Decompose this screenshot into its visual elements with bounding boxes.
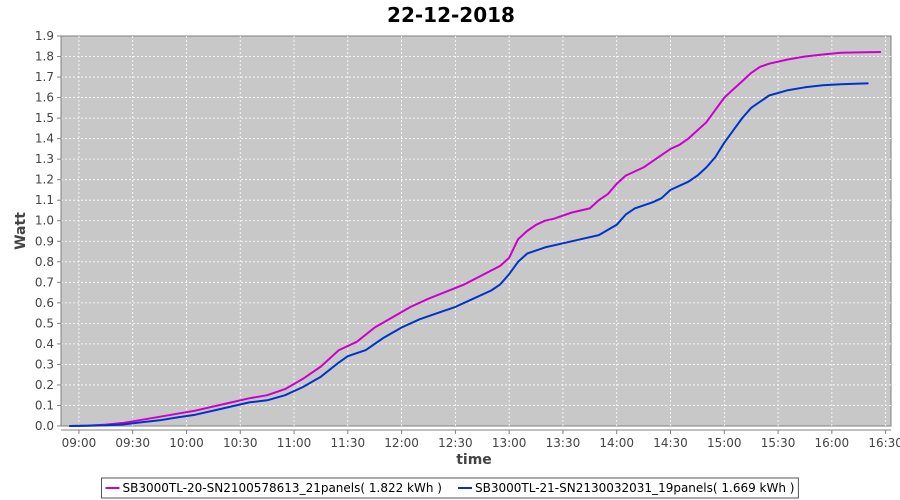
y-tick-label: 1.0	[35, 214, 54, 228]
x-tick-label: 11:30	[331, 436, 366, 450]
x-tick-label: 09:30	[115, 436, 150, 450]
y-tick-label: 0.9	[35, 234, 54, 248]
x-tick-label: 12:00	[384, 436, 419, 450]
chart-title: 22-12-2018	[387, 3, 515, 27]
y-tick-label: 1.3	[35, 152, 54, 166]
y-tick-label: 0.8	[35, 255, 54, 269]
y-tick-label: 0.0	[35, 419, 54, 433]
x-tick-label: 15:00	[707, 436, 742, 450]
y-tick-label: 0.7	[35, 275, 54, 289]
y-tick-label: 1.5	[35, 111, 54, 125]
y-tick-label: 0.1	[35, 398, 54, 412]
legend-item-2: SB3000TL-21-SN2130032031_19panels( 1.669…	[458, 481, 794, 495]
x-tick-label: 10:00	[169, 436, 204, 450]
y-tick-label: 0.3	[35, 357, 54, 371]
legend-box	[101, 477, 799, 499]
x-tick-label: 13:00	[492, 436, 527, 450]
x-tick-label: 15:30	[761, 436, 796, 450]
y-tick-label: 1.9	[35, 29, 54, 43]
x-tick-label: 13:30	[546, 436, 581, 450]
y-tick-label: 0.4	[35, 337, 54, 351]
legend-label: SB3000TL-21-SN2130032031_19panels( 1.669…	[475, 481, 794, 495]
y-tick-label: 1.6	[35, 91, 54, 105]
x-tick-label: 10:30	[223, 436, 258, 450]
plot-area	[60, 35, 892, 427]
y-axis: 0.0 0.1 0.2 0.3 0.4 0.5 0.6 0.7 0.8 0.9 1.0 1.1 1.2 1…	[35, 29, 62, 433]
y-tick-label: 1.8	[35, 50, 54, 64]
series-line-2	[69, 82, 869, 427]
legend-item-1: SB3000TL-20-SN2100578613_21panels( 1.822…	[105, 481, 442, 495]
y-tick-label: 0.2	[35, 378, 54, 392]
y-tick-label: 0.6	[35, 296, 54, 310]
y-axis-label: Watt	[13, 212, 29, 250]
x-tick-label: 14:00	[599, 436, 634, 450]
y-tick-label: 1.1	[35, 193, 54, 207]
y-tick-label: 1.7	[35, 70, 54, 84]
plot-background	[60, 35, 892, 427]
x-tick-label: 16:00	[815, 436, 850, 450]
x-tick-label: 12:30	[438, 436, 473, 450]
y-tick-label: 1.2	[35, 173, 54, 187]
legend-label: SB3000TL-20-SN2100578613_21panels( 1.822…	[123, 481, 442, 495]
series-layer	[69, 51, 882, 427]
y-tick-label: 0.5	[35, 316, 54, 330]
x-tick-label: 14:30	[653, 436, 688, 450]
x-axis: 09:00 09:30 10:00 10:30 11:00 11:30 12:00 12:30…	[61, 429, 900, 450]
series-line-1	[69, 51, 882, 427]
legend: SB3000TL-20-SN2100578613_21panels( 1.822…	[101, 477, 799, 499]
x-axis-label: time	[456, 452, 492, 468]
x-tick-label: 09:00	[62, 436, 97, 450]
y-tick-label: 1.4	[35, 132, 54, 146]
x-tick-label: 11:00	[277, 436, 312, 450]
x-tick-label: 16:30	[868, 436, 900, 450]
